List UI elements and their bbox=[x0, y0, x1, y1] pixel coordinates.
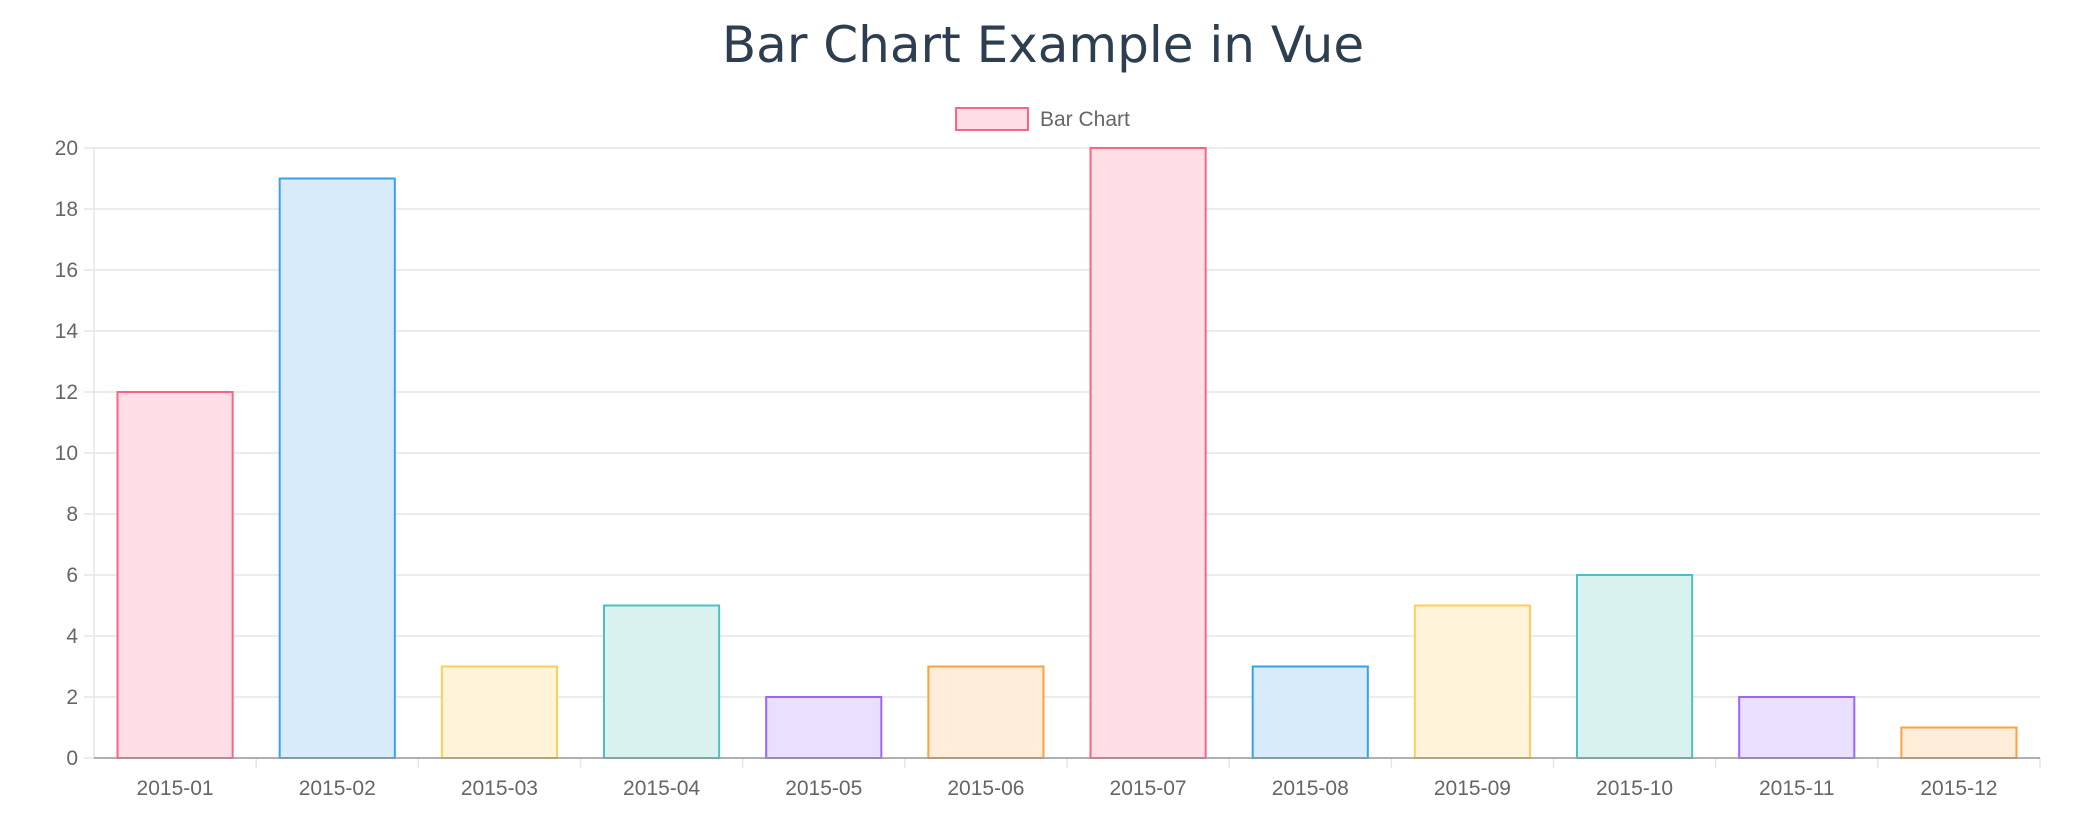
bar-2015-07[interactable] bbox=[1089, 147, 1207, 759]
x-tick-label: 2015-09 bbox=[1434, 777, 1511, 800]
y-tick-label: 2 bbox=[66, 686, 78, 709]
x-tick-label: 2015-03 bbox=[461, 777, 538, 800]
y-tick-label: 10 bbox=[55, 442, 78, 465]
page-title: Bar Chart Example in Vue bbox=[721, 16, 1365, 74]
bar-2015-04[interactable] bbox=[603, 604, 721, 759]
x-tick-label: 2015-12 bbox=[1920, 777, 1997, 800]
bars bbox=[116, 147, 2018, 759]
x-axis-ticks: 2015-01 2015-02 2015-03 2015-04 2015-05 2015-… bbox=[137, 758, 2041, 800]
bar-2015-12[interactable] bbox=[1900, 726, 2018, 759]
x-tick-label: 2015-02 bbox=[299, 777, 376, 800]
y-tick-label: 12 bbox=[55, 381, 78, 404]
bar-2015-03[interactable] bbox=[440, 665, 558, 759]
bar-2015-02[interactable] bbox=[278, 177, 396, 759]
bar-2015-08[interactable] bbox=[1251, 665, 1369, 759]
x-tick-label: 2015-11 bbox=[1759, 777, 1835, 800]
x-tick-label: 2015-06 bbox=[947, 777, 1024, 800]
x-tick-label: 2015-08 bbox=[1272, 777, 1349, 800]
y-tick-label: 14 bbox=[55, 320, 79, 343]
x-tick-label: 2015-04 bbox=[623, 777, 700, 800]
axes bbox=[93, 148, 2040, 759]
bar-2015-10[interactable] bbox=[1576, 574, 1694, 759]
y-tick-label: 0 bbox=[66, 747, 78, 770]
y-tick-label: 16 bbox=[55, 259, 78, 282]
legend-swatch bbox=[955, 107, 1029, 131]
x-tick-label: 2015-07 bbox=[1110, 777, 1187, 800]
legend-label: Bar Chart bbox=[1040, 108, 1130, 131]
legend[interactable]: Bar Chart bbox=[955, 107, 1130, 131]
grid-lines bbox=[94, 147, 2040, 759]
bar-2015-11[interactable] bbox=[1738, 696, 1856, 759]
y-tick-label: 18 bbox=[55, 198, 78, 221]
bar-2015-01[interactable] bbox=[116, 391, 234, 759]
y-tick-label: 6 bbox=[66, 564, 78, 587]
x-tick-label: 2015-01 bbox=[137, 777, 214, 800]
bar-2015-06[interactable] bbox=[927, 665, 1045, 759]
x-tick-label: 2015-05 bbox=[785, 777, 862, 800]
y-tick-label: 20 bbox=[55, 137, 78, 160]
x-tick-label: 2015-10 bbox=[1596, 777, 1673, 800]
y-tick-label: 8 bbox=[66, 503, 78, 526]
bar-2015-09[interactable] bbox=[1413, 604, 1531, 759]
y-axis-ticks: 0 2 4 6 8 10 12 14 16 18 20 bbox=[55, 137, 94, 770]
y-tick-label: 4 bbox=[66, 625, 78, 648]
bar-2015-05[interactable] bbox=[765, 696, 883, 759]
